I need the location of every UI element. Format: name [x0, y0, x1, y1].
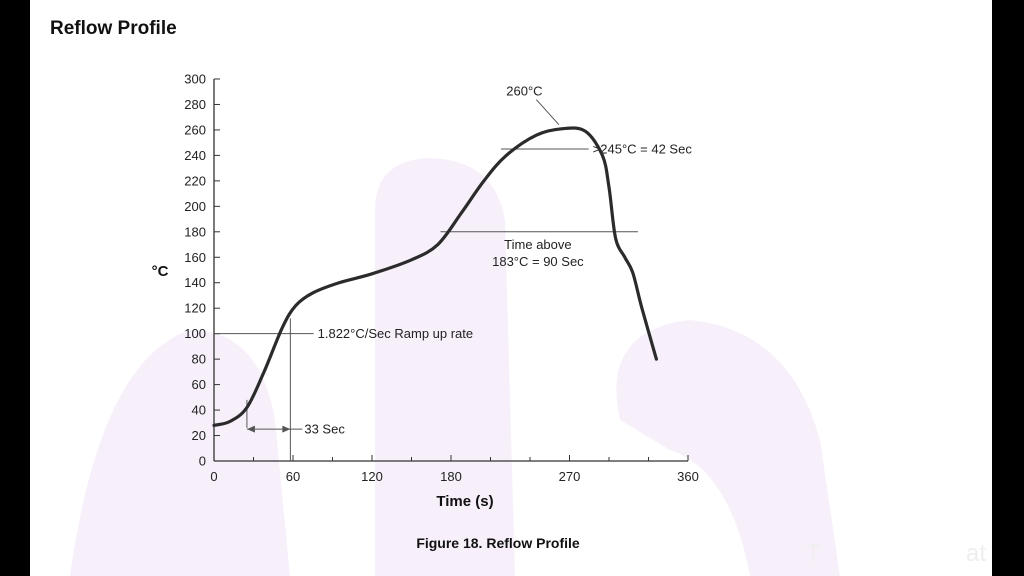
watermark-logo — [70, 158, 840, 576]
y-tick-label: 260 — [184, 122, 206, 137]
reflow-profile-chart: 0 20 40 60 80 100 120 140 160 180 200 220 240 260 280 3… — [70, 72, 840, 576]
x-tick-label: 270 — [559, 469, 581, 484]
y-tick: 60 — [192, 377, 220, 392]
y-tick: 40 — [192, 403, 220, 418]
above-183-label-line2: 183°C = 90 Sec — [492, 254, 584, 269]
y-tick-label: 160 — [184, 250, 206, 265]
x-tick: 270 — [559, 455, 581, 484]
x-tick: 120 — [361, 455, 383, 484]
chart-series — [212, 126, 658, 427]
x-tick: 60 — [286, 455, 300, 484]
chart-annotations: 1.822°C/Sec Ramp up rate 33 Sec Time above… — [214, 84, 692, 461]
y-tick-label: 240 — [184, 148, 206, 163]
ramp-rate-label: 1.822°C/Sec Ramp up rate — [318, 326, 474, 341]
above-183-label-line1: Time above — [504, 237, 571, 252]
x-tick: 180 — [440, 455, 462, 484]
x-tick-label: 60 — [286, 469, 300, 484]
duration-label: 33 Sec — [304, 422, 345, 437]
y-tick-label: 180 — [184, 224, 206, 239]
y-tick-label: 100 — [184, 326, 206, 341]
y-tick: 240 — [184, 148, 220, 163]
y-tick-label: 120 — [184, 301, 206, 316]
y-tick: 20 — [192, 428, 220, 443]
y-tick: 120 — [184, 301, 220, 316]
watermark-stroke-left — [70, 330, 290, 576]
y-tick-label: 220 — [184, 173, 206, 188]
y-tick: 220 — [184, 173, 220, 188]
y-tick: 300 — [184, 72, 220, 87]
series-line-reflow-profile — [212, 126, 658, 427]
y-tick: 140 — [184, 275, 220, 290]
y-tick-label: 280 — [184, 97, 206, 112]
y-tick-label: 80 — [192, 352, 206, 367]
y-axis-label: °C — [152, 263, 169, 280]
peak-label: 260°C — [506, 84, 542, 99]
peak-pointer — [535, 99, 560, 125]
x-tick: 360 — [677, 455, 699, 484]
figure-caption-text: Figure 18. Reflow Profile — [416, 535, 580, 551]
y-tick: 180 — [184, 224, 220, 239]
y-tick-label: 300 — [184, 72, 206, 87]
y-tick-label: 40 — [192, 403, 206, 418]
above-245-label: >245°C = 42 Sec — [593, 142, 693, 157]
y-tick-label: 140 — [184, 275, 206, 290]
y-tick-label: 20 — [192, 428, 206, 443]
x-axis-label: Time (s) — [436, 493, 493, 510]
document-page: Reflow Profile 0 20 40 60 80 100 120 140 160 180 2… — [30, 0, 992, 576]
x-tick-label: 360 — [677, 469, 699, 484]
figure-caption: Figure 18. Reflow Profile — [30, 535, 992, 551]
watermark-stroke-center — [375, 158, 515, 576]
x-tick: 0 — [210, 455, 218, 484]
section-heading: Reflow Profile — [50, 18, 177, 39]
watermark-stroke-right — [616, 320, 840, 576]
y-tick-label: 200 — [184, 199, 206, 214]
y-tick-label: 60 — [192, 377, 206, 392]
corner-overlay-text: at — [966, 540, 987, 567]
y-tick-label: 0 — [199, 454, 206, 469]
x-tick-label: 120 — [361, 469, 383, 484]
chart-axes: 0 20 40 60 80 100 120 140 160 180 200 220 240 260 280 3… — [184, 72, 699, 485]
y-tick: 160 — [184, 250, 220, 265]
y-tick: 280 — [184, 97, 220, 112]
duration-arrow-right — [282, 425, 291, 433]
faint-overlay-text: T — [806, 540, 821, 567]
y-tick: 0 — [199, 454, 220, 469]
x-tick-label: 0 — [210, 469, 217, 484]
y-tick: 80 — [192, 352, 220, 367]
y-tick: 260 — [184, 122, 220, 137]
duration-arrow-left — [246, 425, 255, 433]
y-tick: 200 — [184, 199, 220, 214]
x-tick-label: 180 — [440, 469, 462, 484]
